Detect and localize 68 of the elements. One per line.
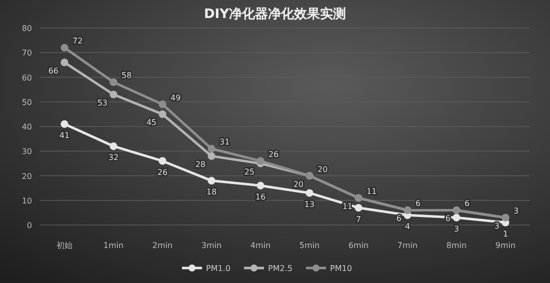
y-tick-label: 80 bbox=[22, 24, 32, 33]
data-label: 16 bbox=[255, 192, 266, 202]
x-tick-label: 6min bbox=[348, 241, 369, 250]
data-label: 49 bbox=[170, 93, 181, 102]
data-label: 6 bbox=[396, 214, 402, 224]
data-label: 20 bbox=[318, 164, 328, 174]
point bbox=[256, 157, 264, 165]
legend-label: PM10 bbox=[330, 264, 352, 273]
data-label: 31 bbox=[220, 138, 230, 147]
x-tick-label: 4min bbox=[250, 241, 271, 250]
point bbox=[60, 120, 68, 128]
point bbox=[158, 157, 166, 165]
data-label: 28 bbox=[195, 160, 206, 170]
point bbox=[60, 44, 68, 52]
y-tick-label: 30 bbox=[22, 147, 32, 156]
data-label: 3 bbox=[514, 206, 519, 216]
x-tick-label: 3min bbox=[201, 241, 222, 250]
data-label: 58 bbox=[122, 71, 132, 80]
legend-label: PM1.0 bbox=[206, 264, 230, 273]
data-label: 3 bbox=[494, 222, 500, 231]
data-label: 4 bbox=[404, 222, 410, 232]
x-tick-label: 8min bbox=[446, 241, 467, 250]
data-label: 66 bbox=[48, 66, 58, 76]
data-label: 20 bbox=[293, 180, 304, 189]
data-label: 26 bbox=[157, 168, 168, 177]
y-tick-label: 60 bbox=[22, 73, 32, 82]
x-tick-label: 7min bbox=[397, 241, 418, 250]
chart-title: DIY净化器净化效果实测 bbox=[204, 6, 346, 22]
data-label: 32 bbox=[108, 153, 119, 162]
data-label: 53 bbox=[97, 98, 108, 108]
data-label: 13 bbox=[304, 200, 315, 209]
point bbox=[354, 204, 362, 212]
x-tick-label: 2min bbox=[152, 241, 173, 250]
data-label: 18 bbox=[206, 188, 217, 197]
data-label: 3 bbox=[454, 224, 460, 234]
y-tick-label: 40 bbox=[22, 122, 32, 132]
point bbox=[452, 214, 460, 222]
point bbox=[158, 100, 166, 108]
point bbox=[306, 189, 314, 197]
data-label: 41 bbox=[59, 131, 70, 140]
data-label: 6 bbox=[416, 199, 421, 208]
point bbox=[110, 90, 118, 98]
legend-label: PM2.5 bbox=[268, 264, 292, 273]
point bbox=[110, 78, 118, 86]
y-tick-label: 70 bbox=[22, 48, 32, 58]
data-label: 6 bbox=[464, 199, 470, 208]
point bbox=[110, 142, 118, 150]
data-label: 11 bbox=[366, 186, 377, 196]
y-tick-label: 50 bbox=[22, 98, 32, 107]
point bbox=[208, 152, 216, 160]
data-label: 45 bbox=[146, 118, 156, 128]
x-tick-label: 5min bbox=[299, 241, 320, 250]
y-tick-label: 20 bbox=[22, 172, 32, 181]
x-tick-label: 1min bbox=[103, 241, 124, 250]
point bbox=[208, 176, 216, 184]
data-label: 26 bbox=[268, 150, 279, 159]
point bbox=[60, 58, 68, 66]
y-tick-label: 10 bbox=[22, 196, 32, 206]
data-label: 1 bbox=[502, 230, 508, 239]
x-tick-label: 初始 bbox=[56, 241, 72, 250]
point bbox=[158, 110, 166, 118]
y-tick-label: 0 bbox=[26, 221, 32, 230]
point bbox=[256, 182, 264, 190]
data-label: 25 bbox=[244, 167, 254, 176]
data-label: 7 bbox=[356, 214, 362, 224]
point bbox=[208, 144, 216, 152]
x-tick-label: 9min bbox=[495, 241, 516, 250]
data-label: 72 bbox=[72, 36, 83, 46]
